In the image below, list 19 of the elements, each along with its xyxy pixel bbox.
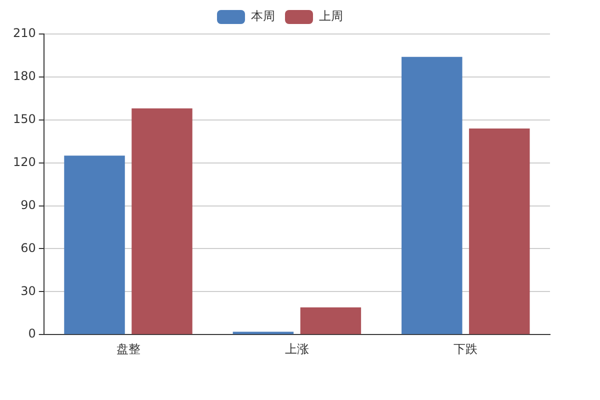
y-tick-label: 180 <box>13 69 36 84</box>
bar <box>132 108 192 334</box>
x-tick-label: 上涨 <box>284 342 309 356</box>
legend-label: 上周 <box>319 9 343 24</box>
legend-label: 本周 <box>251 9 275 24</box>
y-tick-label: 90 <box>20 198 36 212</box>
y-tick-label: 120 <box>13 154 36 169</box>
y-tick-label: 210 <box>13 26 36 40</box>
bar <box>232 332 294 334</box>
y-tick-label: 150 <box>13 112 36 126</box>
y-tick-label: 0 <box>28 326 36 341</box>
bar <box>300 307 362 334</box>
y-tick-label: 60 <box>20 240 36 255</box>
bar <box>469 128 530 334</box>
y-tick-label: 30 <box>20 284 36 298</box>
bar <box>402 56 462 334</box>
x-tick-label: 盘整 <box>116 342 140 356</box>
x-tick-label: 下跌 <box>454 342 478 356</box>
bar <box>64 156 125 334</box>
